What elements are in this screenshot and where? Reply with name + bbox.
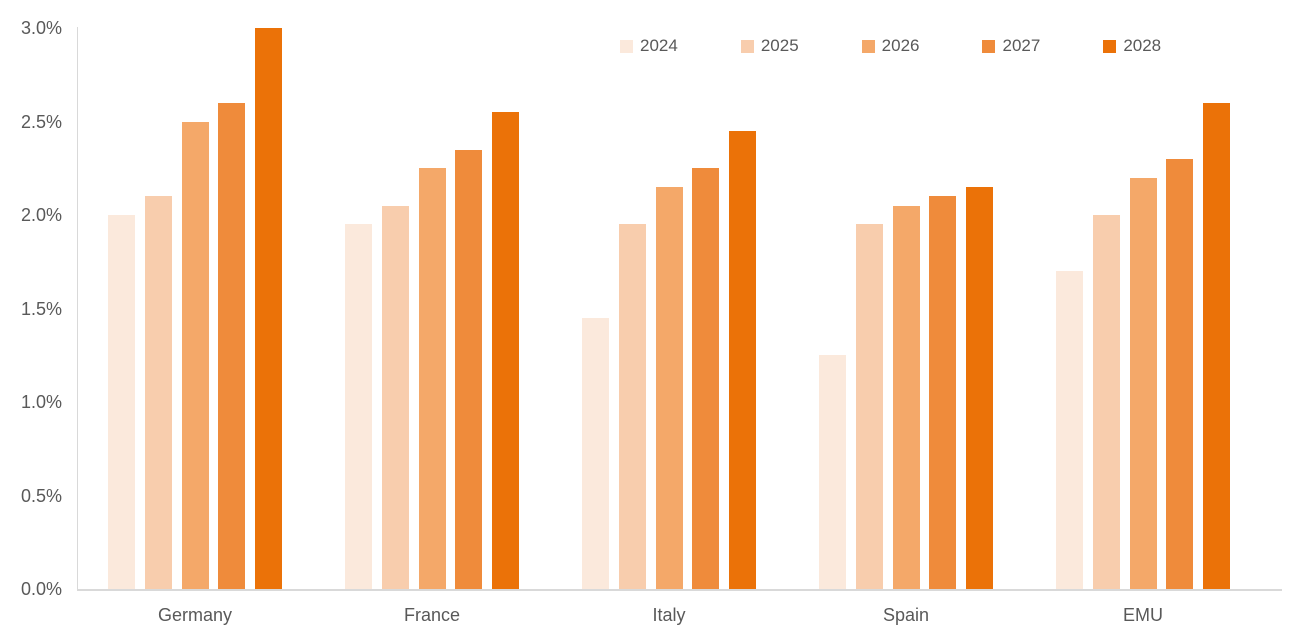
bar-group-france: [345, 112, 519, 589]
legend-item-2026: 2026: [861, 36, 920, 56]
legend-label: 2025: [760, 36, 799, 55]
bar-italy-2028: [729, 130, 756, 589]
bar-italy-2026: [655, 186, 683, 589]
y-tick-label: 0.5%: [20, 485, 62, 506]
bar-emu-2025: [1092, 215, 1120, 589]
legend-swatch-icon: [861, 39, 875, 53]
bar-emu-2028: [1203, 102, 1230, 589]
bar-italy-2024: [582, 317, 609, 589]
bar-france-2024: [345, 224, 372, 589]
y-tick-label: 2.0%: [20, 205, 62, 225]
chart-legend: 2024 2025 2026 2027 2028: [620, 36, 1161, 56]
x-axis-label-emu: EMU: [1123, 605, 1163, 625]
legend-item-2027: 2027: [982, 36, 1040, 56]
y-tick-label: 3.0%: [20, 18, 62, 38]
legend-item-2024: 2024: [620, 36, 678, 56]
legend-swatch-icon: [740, 39, 754, 53]
legend-item-2025: 2025: [740, 36, 799, 56]
y-tick-label: 0.0%: [20, 579, 62, 599]
bar-group-italy: [582, 130, 756, 589]
legend-label: 2026: [881, 36, 920, 55]
bar-group-emu: [1056, 102, 1230, 589]
bar-france-2028: [492, 112, 519, 589]
bar-emu-2026: [1129, 177, 1157, 589]
bar-spain-2028: [966, 186, 993, 589]
bar-germany-2027: [218, 102, 246, 589]
bar-germany-2028: [255, 28, 282, 589]
bar-france-2027: [455, 149, 483, 589]
legend-label: 2027: [1002, 36, 1041, 55]
legend-label: 2024: [640, 36, 678, 55]
x-axis-label-france: France: [403, 605, 461, 625]
bar-spain-2026: [892, 205, 920, 589]
y-axis-line: [77, 27, 78, 590]
x-axis-label-italy: Italy: [652, 605, 686, 625]
bar-italy-2027: [692, 168, 720, 589]
bar-group-germany: [108, 28, 282, 589]
bar-germany-2024: [108, 215, 135, 589]
legend-item-2028: 2028: [1103, 36, 1161, 56]
bar-france-2025: [381, 205, 409, 589]
bar-france-2026: [418, 168, 446, 589]
legend-swatch-icon: [1103, 39, 1117, 53]
bar-spain-2027: [929, 196, 957, 589]
bar-germany-2025: [144, 196, 172, 589]
bar-germany-2026: [181, 121, 209, 589]
bar-spain-2025: [855, 224, 883, 589]
y-tick-label: 1.0%: [20, 392, 62, 412]
y-tick-label: 1.5%: [20, 298, 62, 319]
bar-emu-2027: [1166, 158, 1194, 589]
legend-swatch-icon: [620, 39, 633, 53]
bar-emu-2024: [1056, 271, 1083, 589]
y-tick-label: 2.5%: [20, 111, 62, 132]
legend-swatch-icon: [982, 39, 996, 53]
x-axis-label-germany: Germany: [157, 605, 233, 625]
bar-spain-2024: [819, 355, 846, 589]
bar-group-spain: [819, 186, 993, 589]
bar-italy-2025: [618, 224, 646, 589]
x-axis-label-spain: Spain: [882, 605, 930, 625]
x-axis-line: [77, 589, 1282, 591]
legend-label: 2028: [1123, 36, 1162, 55]
